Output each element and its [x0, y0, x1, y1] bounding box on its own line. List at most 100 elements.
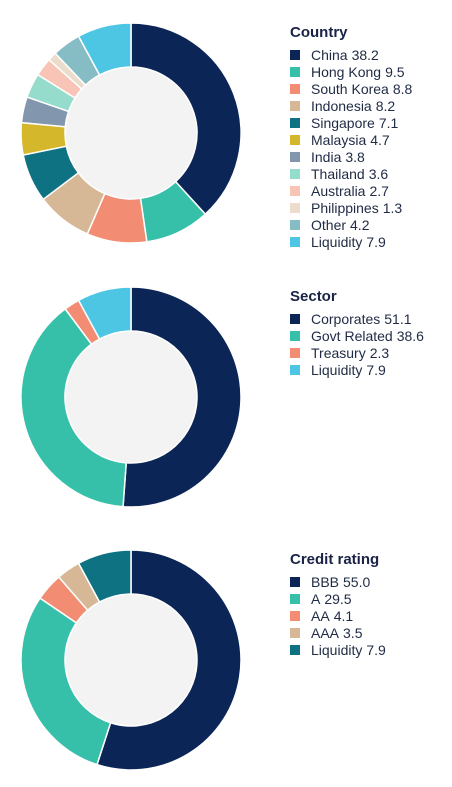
credit-rating-legend-item-aaa: AAA 3.5 — [290, 624, 386, 641]
legend-swatch — [290, 364, 300, 375]
legend-value: 7.9 — [366, 641, 386, 658]
legend-value: 8.8 — [392, 80, 413, 97]
legend-swatch — [290, 644, 300, 655]
legend-value: 7.9 — [366, 361, 386, 378]
country-legend-item-other: Other 4.2 — [290, 216, 412, 233]
legend-swatch — [290, 627, 300, 638]
legend-swatch — [290, 49, 300, 60]
credit-rating-chart-panel: Credit rating BBB 55.0 A 29.5 AA 4.1 AAA 3.5 Liq… — [0, 549, 452, 773]
legend-label: Other — [311, 216, 347, 233]
legend-value: 4.1 — [333, 607, 354, 624]
legend-value: 7.1 — [378, 114, 399, 131]
country-legend-item-australia: Australia 2.7 — [290, 182, 412, 199]
legend-label: Hong Kong — [311, 63, 382, 80]
legend-swatch — [290, 83, 300, 94]
legend-label: AA — [311, 607, 330, 624]
legend-label: Singapore — [311, 114, 375, 131]
sector-donut-hole — [65, 331, 197, 463]
country-legend-item-china: China 38.2 — [290, 46, 412, 63]
sector-slice-corporates — [122, 286, 242, 508]
credit-rating-legend-item-bbb: BBB 55.0 — [290, 573, 386, 590]
sector-donut-chart — [20, 286, 242, 508]
country-chart-title: Country — [290, 24, 348, 41]
country-donut-chart — [20, 22, 242, 244]
legend-swatch — [290, 593, 300, 604]
legend-label: Thailand — [311, 165, 365, 182]
credit-rating-legend-item-liquidity: Liquidity 7.9 — [290, 641, 386, 658]
legend-value: 3.6 — [368, 165, 389, 182]
legend-swatch — [290, 168, 300, 179]
legend-value: 3.5 — [343, 624, 363, 641]
legend-value: 4.7 — [370, 131, 390, 148]
credit-rating-legend-list: BBB 55.0 A 29.5 AA 4.1 AAA 3.5 Liquidity 7.9 — [290, 573, 386, 658]
legend-label: Treasury — [311, 344, 366, 361]
legend-swatch — [290, 134, 300, 145]
legend-label: China — [311, 46, 348, 63]
sector-slice-govt-related — [20, 308, 127, 508]
legend-label: Govt Related — [311, 327, 393, 344]
legend-swatch — [290, 330, 300, 341]
legend-value: 8.2 — [375, 97, 396, 114]
legend-value: 4.2 — [350, 216, 370, 233]
legend-swatch — [290, 66, 300, 77]
sector-slice-liquidity — [77, 286, 132, 340]
legend-value: 9.5 — [385, 63, 405, 80]
sector-chart-panel: Sector Corporates 51.1 Govt Related 38.6 Tre… — [0, 286, 452, 510]
legend-label: Corporates — [311, 310, 381, 327]
country-slice-liquidity — [77, 22, 132, 76]
legend-label: Liquidity — [311, 361, 363, 378]
legend-swatch — [290, 576, 300, 587]
sector-legend-item-liquidity: Liquidity 7.9 — [290, 361, 424, 378]
legend-label: Liquidity — [311, 641, 363, 658]
sector-legend-item-govt-related: Govt Related 38.6 — [290, 327, 424, 344]
country-legend-item-south-korea: South Korea 8.8 — [290, 80, 412, 97]
sector-legend-item-corporates: Corporates 51.1 — [290, 310, 424, 327]
country-slice-china — [130, 22, 242, 215]
legend-swatch — [290, 117, 300, 128]
legend-swatch — [290, 202, 300, 213]
legend-swatch — [290, 610, 300, 621]
legend-value: 29.5 — [324, 590, 352, 607]
legend-label: South Korea — [311, 80, 389, 97]
country-legend-item-thailand: Thailand 3.6 — [290, 165, 412, 182]
legend-value: 7.9 — [366, 233, 386, 250]
legend-value: 51.1 — [384, 310, 412, 327]
legend-swatch — [290, 185, 300, 196]
credit-rating-donut-hole — [65, 594, 197, 726]
country-legend-list: China 38.2 Hong Kong 9.5 South Korea 8.8 Indon… — [290, 46, 412, 250]
country-chart-panel: Country China 38.2 Hong Kong 9.5 South Korea… — [0, 22, 452, 250]
sector-legend: Sector Corporates 51.1 Govt Related 38.6 Tre… — [290, 286, 424, 378]
legend-label: Philippines — [311, 199, 379, 216]
legend-label: AAA — [311, 624, 340, 641]
credit-rating-legend-item-aa: AA 4.1 — [290, 607, 386, 624]
legend-swatch — [290, 347, 300, 358]
legend-label: Indonesia — [311, 97, 372, 114]
legend-swatch — [290, 151, 300, 162]
legend-swatch — [290, 236, 300, 247]
sector-legend-item-treasury: Treasury 2.3 — [290, 344, 424, 361]
sector-chart-title: Sector — [290, 288, 337, 305]
legend-value: 55.0 — [343, 573, 371, 590]
country-legend: Country China 38.2 Hong Kong 9.5 South Korea… — [290, 22, 412, 250]
legend-label: Australia — [311, 182, 366, 199]
legend-value: 2.7 — [369, 182, 389, 199]
country-legend-item-malaysia: Malaysia 4.7 — [290, 131, 412, 148]
credit-rating-slice-liquidity — [77, 549, 132, 603]
credit-rating-legend: Credit rating BBB 55.0 A 29.5 AA 4.1 AAA 3.5 Liq… — [290, 549, 386, 658]
legend-label: Liquidity — [311, 233, 363, 250]
credit-rating-chart-title: Credit rating — [290, 551, 380, 568]
legend-value: 38.6 — [396, 327, 424, 344]
credit-rating-legend-item-a: A 29.5 — [290, 590, 386, 607]
country-legend-item-philippines: Philippines 1.3 — [290, 199, 412, 216]
legend-value: 38.2 — [351, 46, 379, 63]
country-legend-item-liquidity: Liquidity 7.9 — [290, 233, 412, 250]
legend-label: India — [311, 148, 342, 165]
legend-label: Malaysia — [311, 131, 367, 148]
country-legend-item-indonesia: Indonesia 8.2 — [290, 97, 412, 114]
country-legend-item-singapore: Singapore 7.1 — [290, 114, 412, 131]
credit-rating-slice-a — [20, 597, 112, 766]
legend-label: A — [311, 590, 321, 607]
country-donut-hole — [65, 67, 197, 199]
country-legend-item-hong-kong: Hong Kong 9.5 — [290, 63, 412, 80]
credit-rating-slice-bbb — [96, 549, 242, 771]
